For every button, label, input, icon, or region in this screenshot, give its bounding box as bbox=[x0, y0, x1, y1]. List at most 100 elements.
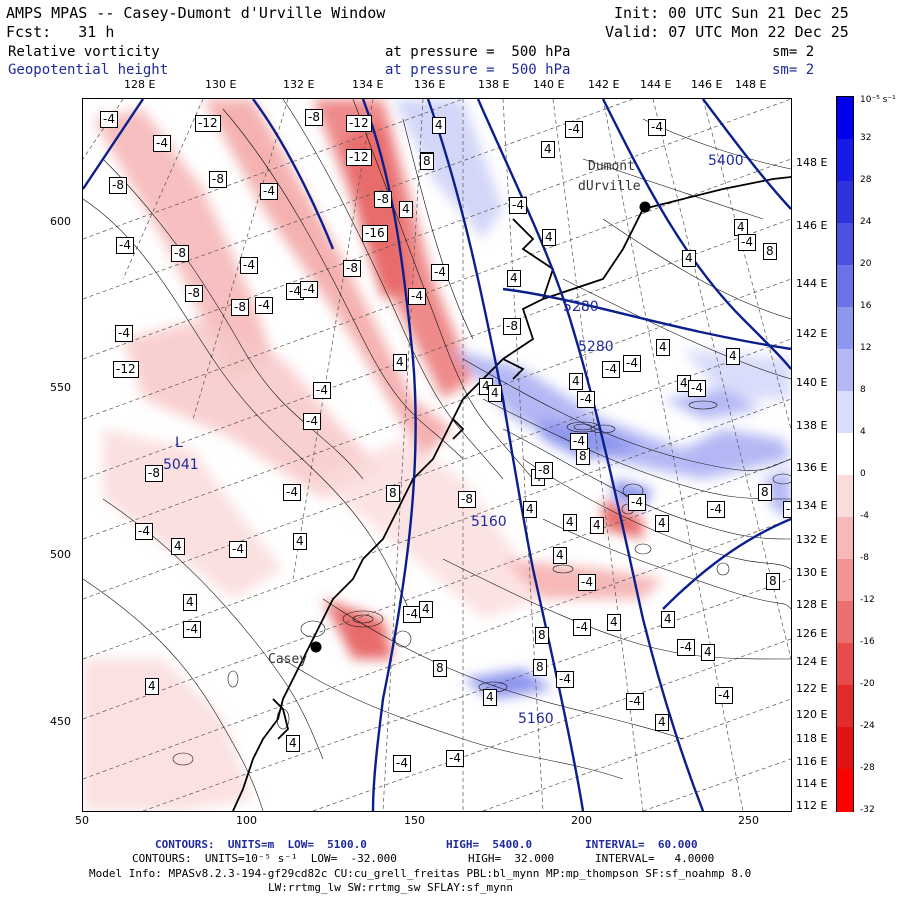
vorticity-contour-label: 4 bbox=[607, 614, 621, 631]
y-tick: 600 bbox=[50, 215, 71, 228]
vorticity-contour-label: -4 bbox=[628, 494, 646, 511]
station-marker-casey bbox=[310, 641, 322, 653]
vorticity-contour-label: -12 bbox=[113, 361, 139, 378]
vorticity-contour-label: 4 bbox=[507, 270, 521, 287]
latitude-label: 124 E bbox=[796, 655, 828, 668]
vorticity-contour-label: 4 bbox=[183, 594, 197, 611]
longitude-label: 142 E bbox=[588, 78, 620, 91]
vorticity-contour-label: -4 bbox=[446, 750, 464, 767]
colorbar-label: -16 bbox=[860, 637, 875, 647]
window-title: AMPS MPAS -- Casey-Dumont d'Urville Wind… bbox=[6, 4, 386, 22]
vorticity-contour-label: -4 bbox=[707, 501, 725, 518]
colorbar-label: 8 bbox=[860, 385, 866, 395]
vorticity-contour-label: 4 bbox=[399, 201, 413, 218]
field-sm-vorticity: sm= 2 bbox=[772, 44, 815, 60]
height-label: 5041 bbox=[163, 457, 199, 473]
vorticity-contour-label: -4 bbox=[153, 135, 171, 152]
longitude-label: 148 E bbox=[735, 78, 767, 91]
vorticity-height-map bbox=[83, 99, 791, 811]
vorticity-contour-label: -4 bbox=[556, 671, 574, 688]
latitude-label: 130 E bbox=[796, 566, 828, 579]
contour-info-vorticity: CONTOURS: UNITS=10⁻⁵ s⁻¹ LOW= -32.000 bbox=[132, 852, 397, 865]
longitude-label: 138 E bbox=[478, 78, 510, 91]
latitude-label: 144 E bbox=[796, 277, 828, 290]
colorbar-segment bbox=[837, 139, 853, 182]
latitude-label: 134 E bbox=[796, 499, 828, 512]
vorticity-contour-label: -4 bbox=[115, 325, 133, 342]
vorticity-contour-label: -4 bbox=[509, 197, 527, 214]
colorbar-segment bbox=[837, 727, 853, 770]
vorticity-contour-label: -8 bbox=[458, 491, 476, 508]
vorticity-contour-label: -8 bbox=[145, 465, 163, 482]
latitude-label: 140 E bbox=[796, 376, 828, 389]
colorbar-segment bbox=[837, 643, 853, 686]
colorbar-segment bbox=[837, 769, 853, 812]
vorticity-contour-label: 4 bbox=[656, 339, 670, 356]
colorbar-label: 24 bbox=[860, 217, 872, 227]
vorticity-contour-label: 4 bbox=[432, 117, 446, 134]
graticule bbox=[83, 99, 791, 811]
vorticity-contour-label: 4 bbox=[171, 538, 185, 555]
x-tick: 200 bbox=[571, 814, 592, 827]
vorticity-contour-label: 8 bbox=[433, 660, 447, 677]
vorticity-contour-label: 4 bbox=[293, 533, 307, 550]
forecast-hour: Fcst: 31 h bbox=[6, 23, 115, 41]
longitude-label: 128 E bbox=[124, 78, 156, 91]
station-marker-dumont bbox=[639, 201, 651, 213]
vorticity-contour-label: 8 bbox=[766, 573, 780, 590]
vorticity-contour-label: 4 bbox=[553, 547, 567, 564]
colorbar-segment bbox=[837, 517, 853, 560]
height-contours bbox=[83, 99, 791, 811]
colorbar-label: -24 bbox=[860, 721, 875, 731]
station-label-dumont-2: dUrville bbox=[578, 179, 641, 194]
vorticity-contour-label: -4 bbox=[240, 257, 258, 274]
map-plot: Dumont dUrville Casey 5400 5280 5280 516… bbox=[82, 98, 792, 812]
vorticity-contour-label: -4 bbox=[100, 111, 118, 128]
colorbar-label: -8 bbox=[860, 553, 869, 563]
vorticity-contour-label: -8 bbox=[305, 109, 323, 126]
latitude-label: 128 E bbox=[796, 598, 828, 611]
vorticity-contour-label: 8 bbox=[535, 627, 549, 644]
vorticity-shading bbox=[83, 99, 791, 811]
vorticity-contour-label: -8 bbox=[109, 177, 127, 194]
colorbar-label: 12 bbox=[860, 343, 872, 353]
vorticity-contour-label: -8 bbox=[343, 260, 361, 277]
latitude-label: 118 E bbox=[796, 732, 828, 745]
latitude-label: 136 E bbox=[796, 461, 828, 474]
vorticity-contour-label: 4 bbox=[726, 348, 740, 365]
colorbar-segment bbox=[837, 475, 853, 518]
vorticity-contour-label: 4 bbox=[286, 735, 300, 752]
longitude-label: 130 E bbox=[205, 78, 237, 91]
vorticity-contour-label: 4 bbox=[523, 501, 537, 518]
vorticity-contour-label: -8 bbox=[535, 462, 553, 479]
colorbar-segment bbox=[837, 601, 853, 644]
colorbar-segment bbox=[837, 265, 853, 308]
field-name-height: Geopotential height bbox=[8, 62, 169, 78]
latitude-label: 112 E bbox=[796, 799, 828, 812]
vorticity-contour-label: 4 bbox=[734, 219, 748, 236]
longitude-label: 132 E bbox=[283, 78, 315, 91]
vorticity-contour-label: 4 bbox=[419, 601, 433, 618]
longitude-label: 140 E bbox=[533, 78, 565, 91]
x-tick: 100 bbox=[236, 814, 257, 827]
height-label: 5400 bbox=[708, 153, 744, 169]
longitude-label: 136 E bbox=[414, 78, 446, 91]
model-info: Model Info: MPASv8.2.3-194-gf29cd82c CU:… bbox=[89, 867, 752, 880]
height-label: 5160 bbox=[518, 711, 554, 727]
x-tick: 250 bbox=[738, 814, 759, 827]
vorticity-contour-label: -8 bbox=[171, 245, 189, 262]
latitude-label: 116 E bbox=[796, 755, 828, 768]
vorticity-contour-label: -4 bbox=[738, 234, 756, 251]
field-pressure-vorticity: at pressure = 500 hPa bbox=[385, 44, 571, 60]
latitude-label: 122 E bbox=[796, 682, 828, 695]
colorbar-segment bbox=[837, 307, 853, 350]
vorticity-contour-label: -4 bbox=[255, 297, 273, 314]
colorbar-label: 0 bbox=[860, 469, 866, 479]
colorbar-label: 32 bbox=[860, 133, 872, 143]
low-marker: L bbox=[175, 435, 183, 451]
colorbar-unit: 10⁻⁵ s⁻¹ bbox=[860, 95, 896, 105]
contour-info-vorticity-high: HIGH= 32.000 bbox=[468, 852, 555, 865]
y-tick: 450 bbox=[50, 715, 71, 728]
vorticity-contour-label: -8 bbox=[185, 285, 203, 302]
longitude-label: 134 E bbox=[352, 78, 384, 91]
